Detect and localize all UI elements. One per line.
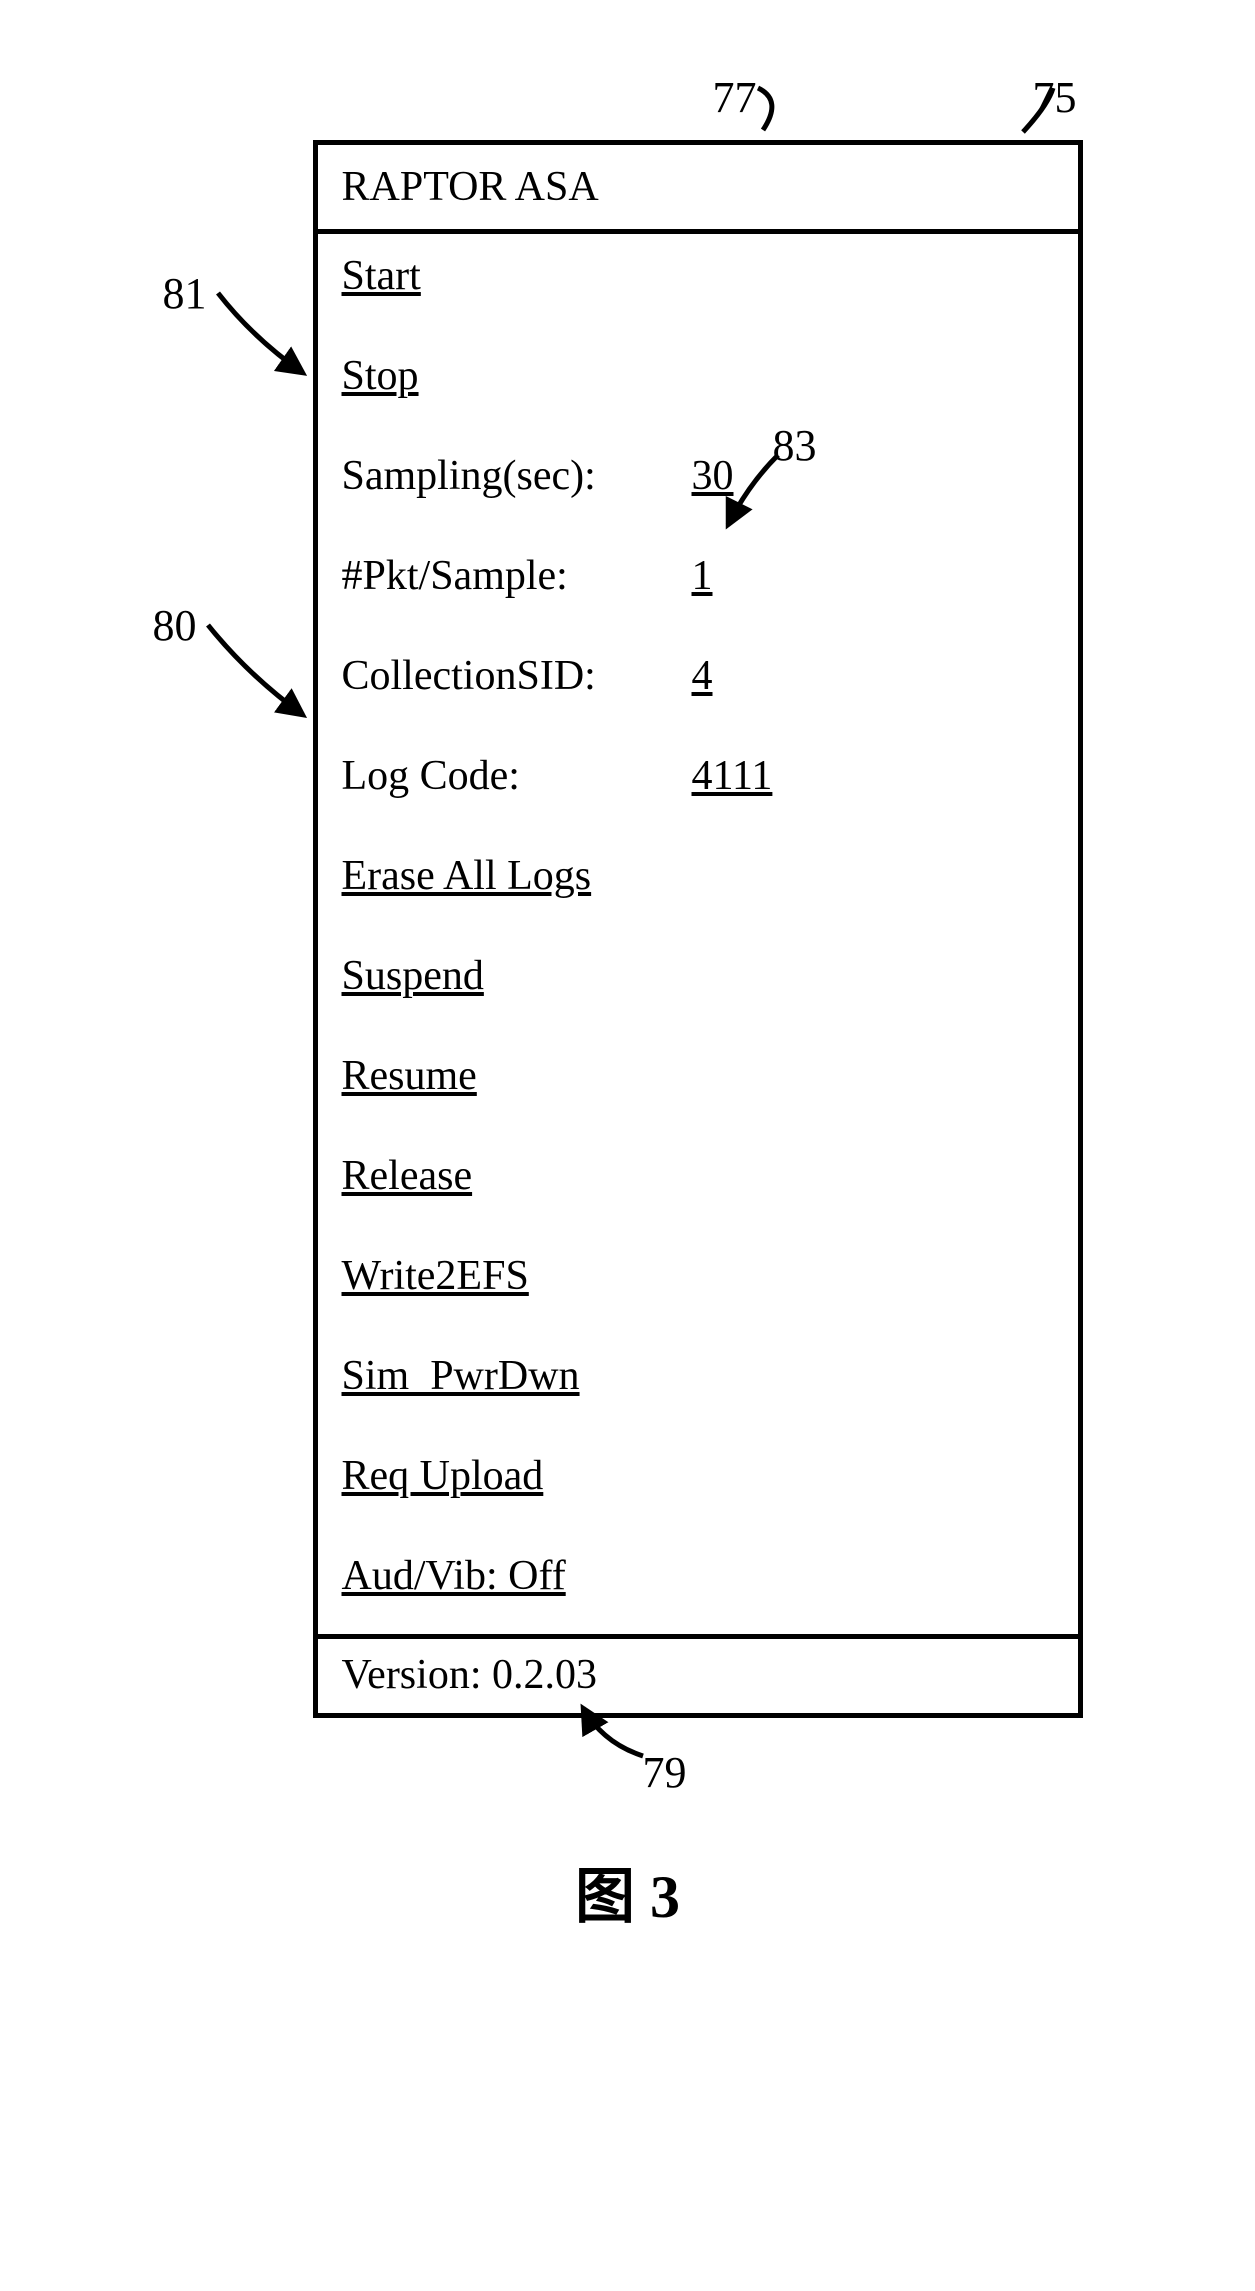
callout-79: 79: [643, 1747, 687, 1798]
setting-pkt-sample: #Pkt/Sample: 1: [342, 552, 1054, 600]
collection-sid-label: CollectionSID:: [342, 652, 692, 700]
panel-title: RAPTOR ASA: [318, 145, 1078, 234]
sampling-value[interactable]: 30: [692, 452, 734, 500]
menu-aud-vib[interactable]: Aud/Vib: Off: [342, 1552, 1054, 1600]
panel-body: Start Stop Sampling(sec): 30 #Pkt/Sample…: [318, 234, 1078, 1634]
log-code-value[interactable]: 4111: [692, 752, 773, 800]
log-code-label: Log Code:: [342, 752, 692, 800]
menu-erase-all-logs[interactable]: Erase All Logs: [342, 852, 1054, 900]
panel-footer: Version: 0.2.03: [318, 1634, 1078, 1713]
setting-collection-sid: CollectionSID: 4: [342, 652, 1054, 700]
callout-75: 75: [1033, 72, 1077, 123]
figure-container: 75 77 81 80 83 79: [20, 60, 1235, 1935]
callout-83: 83: [773, 420, 817, 471]
setting-sampling: Sampling(sec): 30: [342, 452, 1054, 500]
menu-suspend[interactable]: Suspend: [342, 952, 1054, 1000]
collection-sid-value[interactable]: 4: [692, 652, 713, 700]
menu-resume[interactable]: Resume: [342, 1052, 1054, 1100]
menu-sim-pwrdwn[interactable]: Sim_PwrDwn: [342, 1352, 1054, 1400]
pkt-sample-label: #Pkt/Sample:: [342, 552, 692, 600]
callout-81: 81: [163, 268, 207, 319]
pkt-sample-value[interactable]: 1: [692, 552, 713, 600]
diagram-wrapper: 75 77 81 80 83 79: [313, 140, 1083, 1718]
menu-stop[interactable]: Stop: [342, 352, 1054, 400]
sampling-label: Sampling(sec):: [342, 452, 692, 500]
menu-req-upload[interactable]: Req Upload: [342, 1452, 1054, 1500]
config-panel: RAPTOR ASA Start Stop Sampling(sec): 30 …: [313, 140, 1083, 1718]
menu-start[interactable]: Start: [342, 252, 1054, 300]
callout-80: 80: [153, 600, 197, 651]
menu-write2efs[interactable]: Write2EFS: [342, 1252, 1054, 1300]
menu-release[interactable]: Release: [342, 1152, 1054, 1200]
setting-log-code: Log Code: 4111: [342, 752, 1054, 800]
callout-77: 77: [713, 72, 757, 123]
figure-caption: 图 3: [575, 1848, 680, 1935]
